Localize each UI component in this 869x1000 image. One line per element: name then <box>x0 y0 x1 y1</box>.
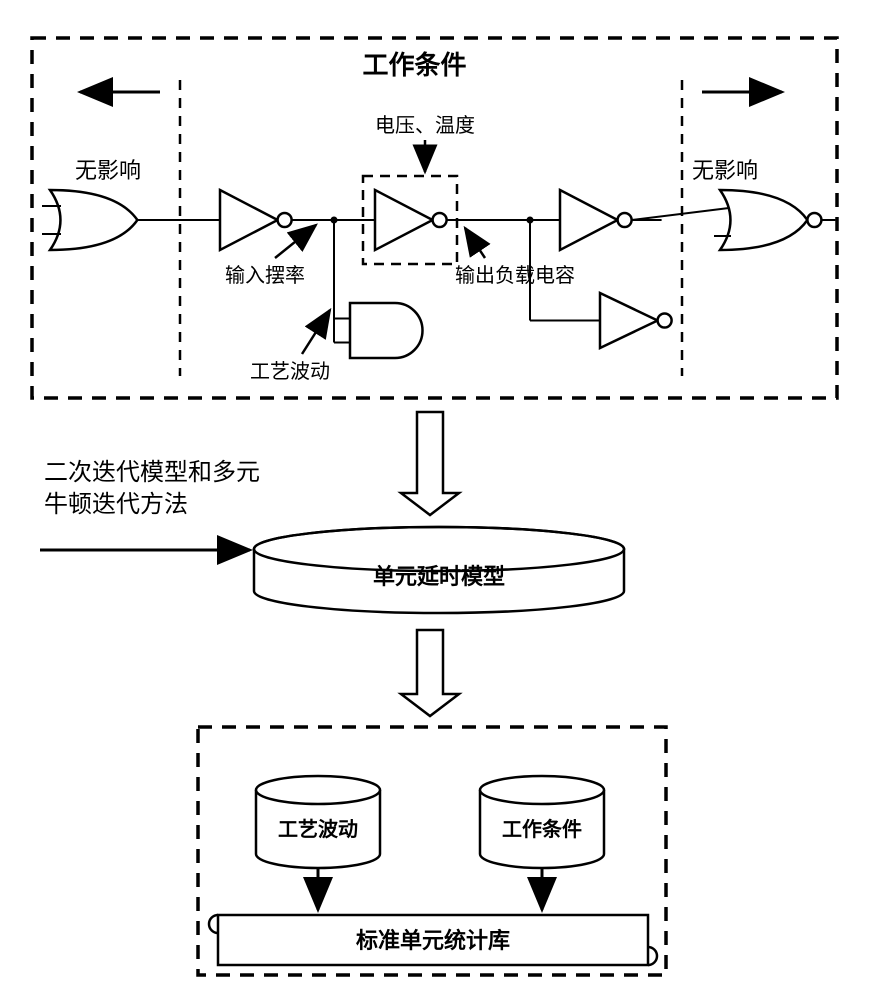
svg-text:工艺波动: 工艺波动 <box>250 360 330 383</box>
svg-text:工作条件: 工作条件 <box>362 51 466 80</box>
svg-text:标准单元统计库: 标准单元统计库 <box>356 928 510 953</box>
svg-text:工作条件: 工作条件 <box>502 817 582 841</box>
svg-text:牛顿迭代方法: 牛顿迭代方法 <box>44 491 188 518</box>
svg-text:无影响: 无影响 <box>692 158 758 183</box>
svg-text:单元延时模型: 单元延时模型 <box>373 564 505 589</box>
svg-text:输入摆率: 输入摆率 <box>225 264 305 287</box>
svg-text:无影响: 无影响 <box>75 158 141 183</box>
svg-text:工艺波动: 工艺波动 <box>278 818 358 841</box>
svg-text:二次迭代模型和多元: 二次迭代模型和多元 <box>44 459 260 486</box>
svg-text:电压、温度: 电压、温度 <box>375 114 475 137</box>
svg-text:输出负载电容: 输出负载电容 <box>455 264 575 287</box>
